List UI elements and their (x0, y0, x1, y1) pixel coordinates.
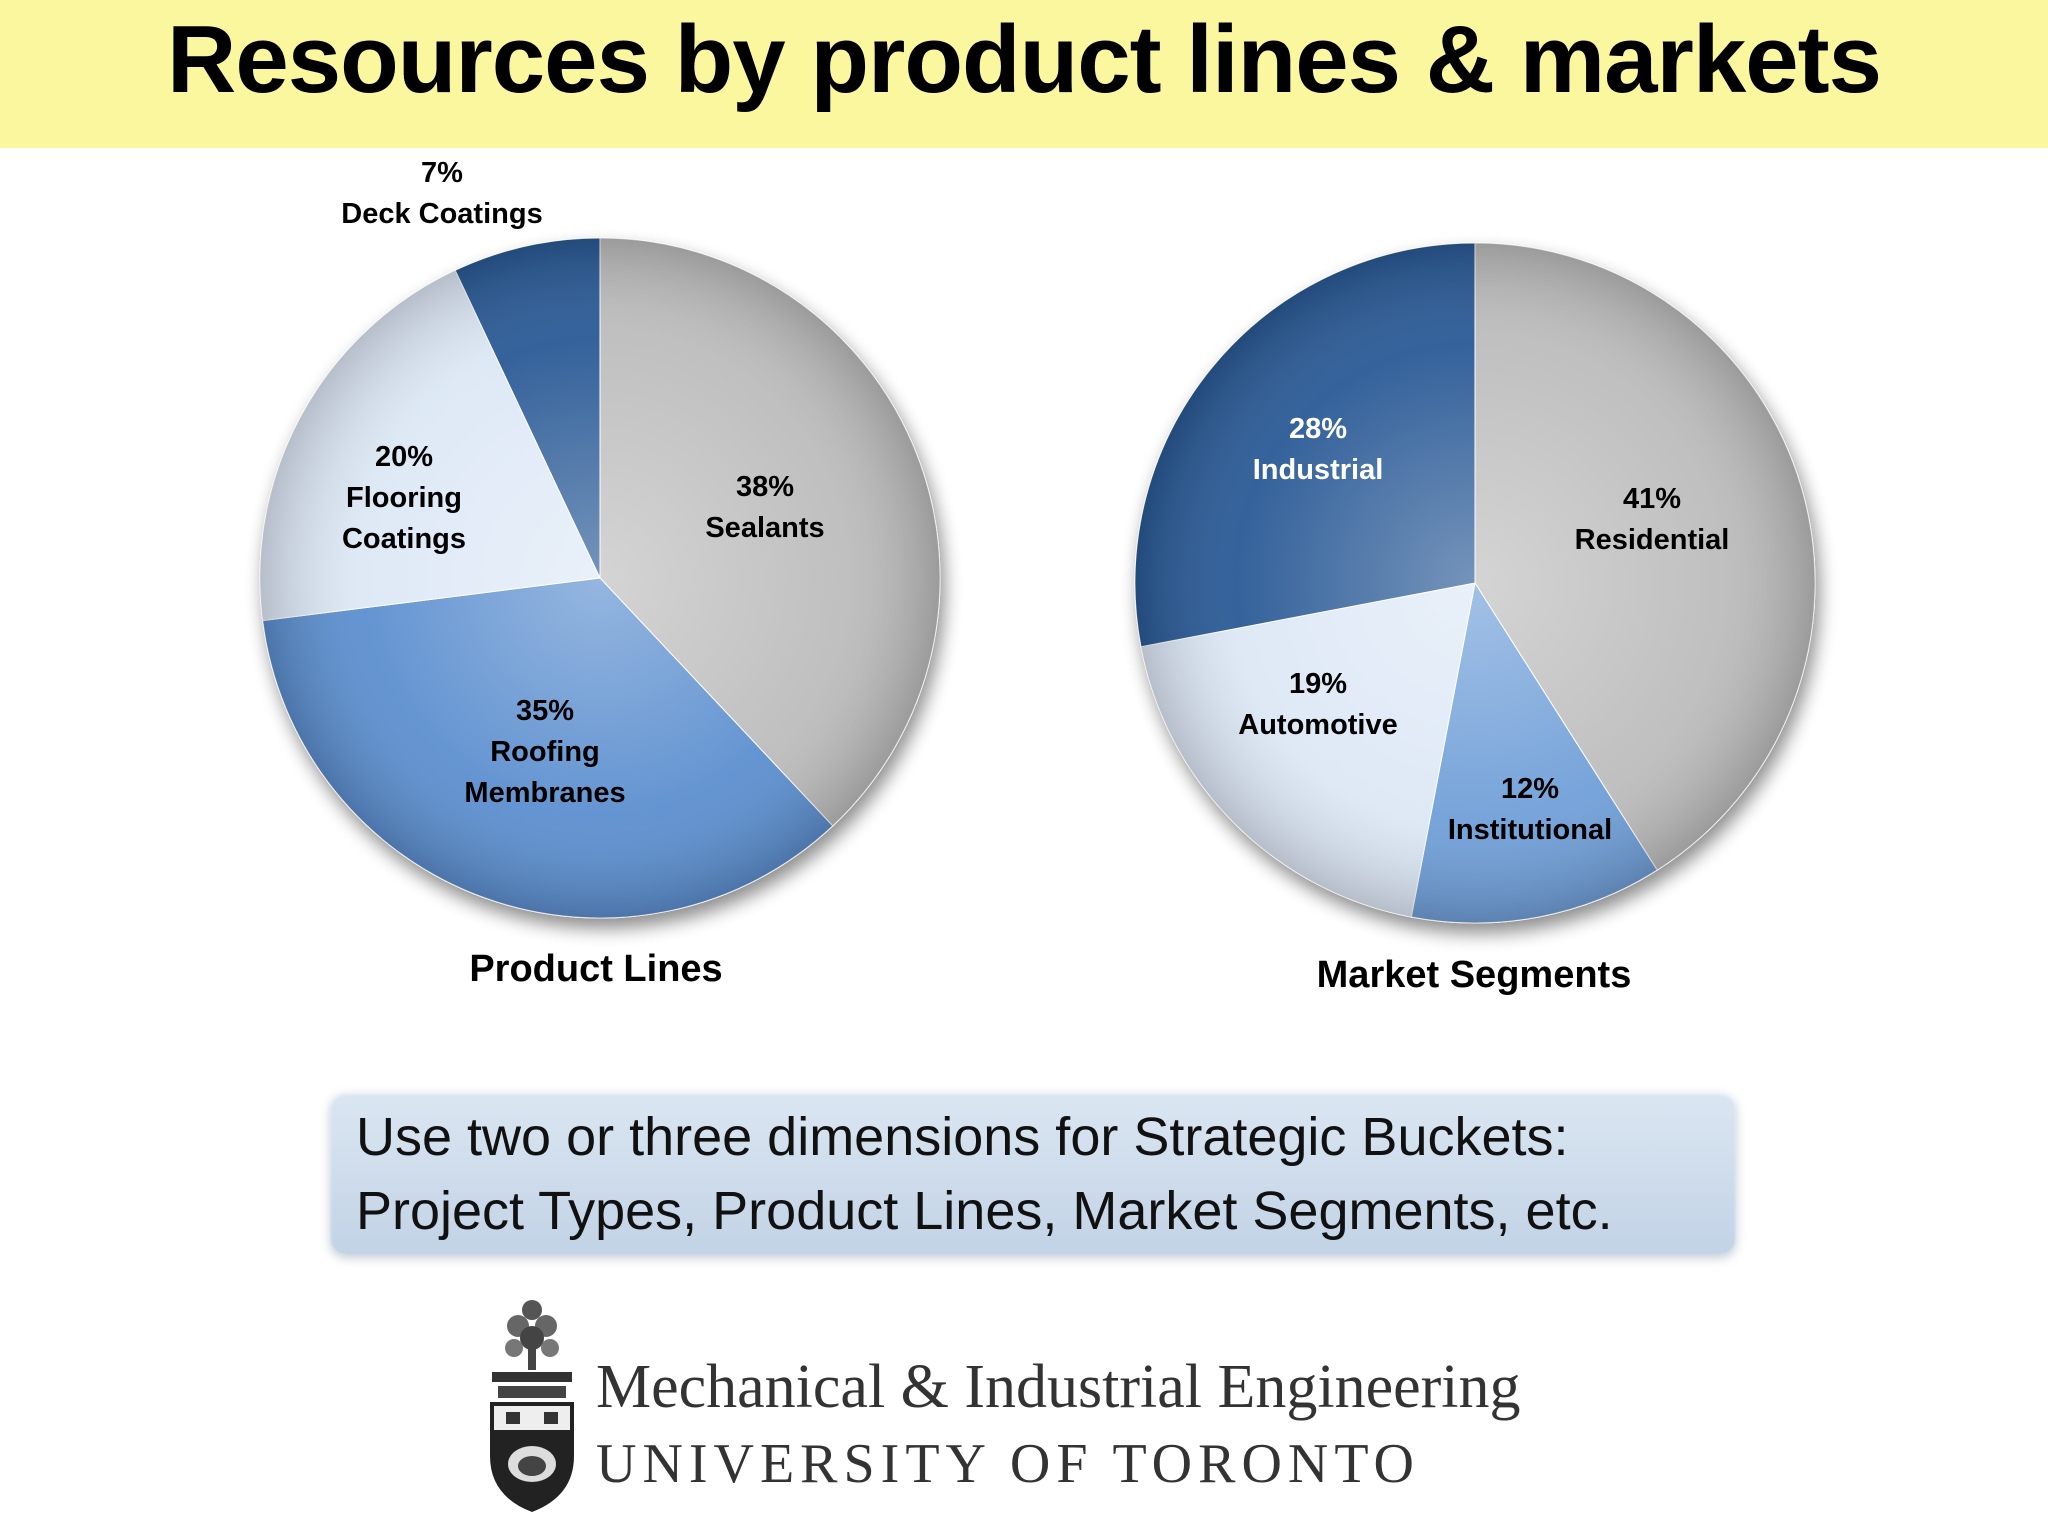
department-name: Mechanical & Industrial Engineering (596, 1353, 1521, 1421)
slice-label-automotive: 19% Automotive (1238, 668, 1398, 741)
charts-area: 38% Sealants 35% Roofing Membranes 20% Floorin… (259, 157, 1816, 924)
slice-label-residential: 41% Residential (1575, 483, 1730, 556)
slice-label-institutional: 12% Institutional (1448, 773, 1612, 846)
slice-label-flooring-coatings: 20% Flooring Coatings (342, 441, 466, 555)
product-lines-pie: 38% Sealants 35% Roofing Membranes 20% Floorin… (259, 157, 941, 919)
callout-line-1: Use two or three dimensions for Strategi… (356, 1107, 1569, 1167)
title-banner (0, 0, 2048, 148)
university-name: UNIVERSITY OF TORONTO (596, 1433, 1420, 1495)
slice-label-industrial: 28% Industrial (1253, 413, 1384, 486)
slice-label-sealants: 38% Sealants (705, 471, 824, 544)
callout-box: Use two or three dimensions for Strategi… (330, 1092, 1736, 1254)
slice-label-roofing-membranes: 35% Roofing Membranes (464, 695, 625, 809)
university-logo: Mechanical & Industrial Engineering UNIV… (484, 1296, 1524, 1518)
product-lines-caption: Product Lines (469, 948, 723, 990)
callout-line-2: Project Types, Product Lines, Market Seg… (356, 1181, 1613, 1241)
market-segments-pie: 41% Residential 12% Institutional 19% Automot… (1134, 242, 1816, 924)
university-crest-icon (490, 1300, 574, 1512)
slice-label-deck-coatings: 7% Deck Coatings (341, 157, 542, 230)
page-title: Resources by product lines & markets (167, 6, 1882, 113)
market-segments-caption: Market Segments (1316, 954, 1632, 996)
